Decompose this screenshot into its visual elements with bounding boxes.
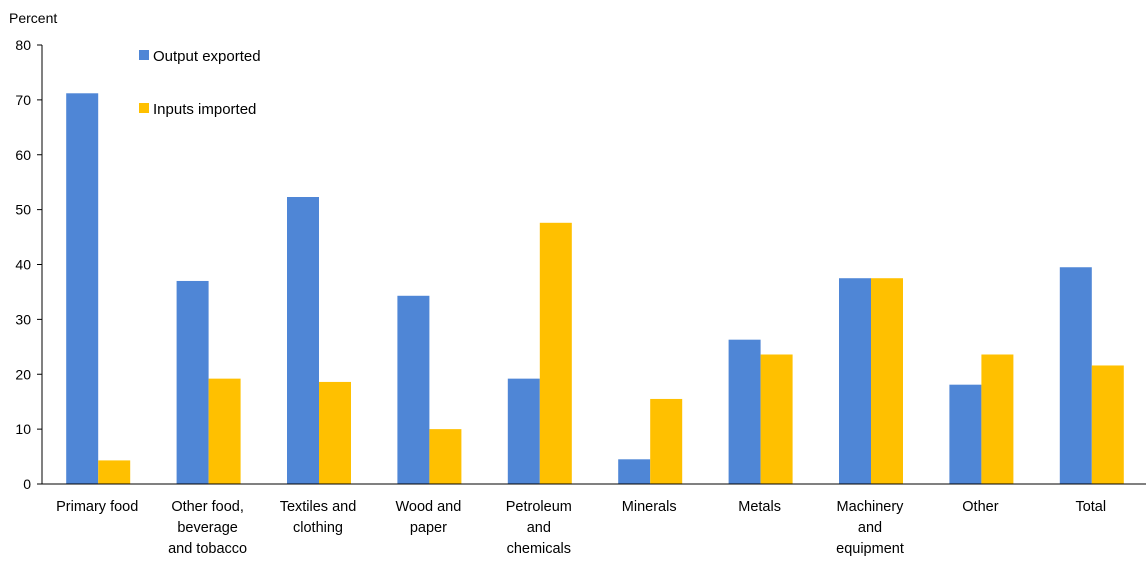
bar-output-exported bbox=[618, 459, 651, 484]
x-tick-label: clothing bbox=[293, 520, 343, 536]
x-tick-label: Machinery bbox=[837, 499, 905, 515]
y-tick-label: 40 bbox=[15, 257, 31, 273]
bar-output-exported bbox=[728, 339, 761, 484]
bar-output-exported bbox=[176, 280, 209, 484]
legend: Output exported Inputs imported bbox=[139, 48, 261, 118]
x-tick-label: and tobacco bbox=[168, 541, 247, 557]
y-tick-label: 10 bbox=[15, 421, 31, 437]
x-tick-label: Textiles and bbox=[280, 499, 357, 515]
bar-inputs-imported bbox=[1091, 365, 1124, 484]
y-tick-label: 50 bbox=[15, 202, 31, 218]
legend-label: Inputs imported bbox=[153, 101, 256, 118]
x-tick-label: Primary food bbox=[56, 499, 138, 515]
bar-inputs-imported bbox=[539, 222, 572, 485]
bar-output-exported bbox=[397, 295, 430, 484]
x-tick-label: beverage bbox=[177, 520, 237, 536]
x-tick-label: Other bbox=[962, 499, 998, 515]
x-tick-label: Metals bbox=[738, 499, 781, 515]
x-tick-label: Other food, bbox=[171, 499, 244, 515]
x-tick-label: Minerals bbox=[622, 499, 677, 515]
x-tick-label: and bbox=[858, 520, 882, 536]
bar-output-exported bbox=[66, 93, 99, 484]
x-tick-label: and bbox=[527, 520, 551, 536]
y-tick-label: 0 bbox=[23, 476, 31, 492]
x-tick-label: chemicals bbox=[507, 541, 571, 557]
y-tick-label: 30 bbox=[15, 311, 31, 327]
bar-inputs-imported bbox=[760, 354, 793, 484]
bar-inputs-imported bbox=[319, 381, 351, 484]
x-tick-label: Wood and bbox=[395, 499, 461, 515]
bar-output-exported bbox=[507, 378, 540, 484]
bar-inputs-imported bbox=[981, 354, 1014, 484]
x-tick-label: Petroleum bbox=[506, 499, 572, 515]
y-tick-label: 80 bbox=[15, 37, 31, 53]
legend-swatch bbox=[139, 103, 149, 113]
legend-swatch bbox=[139, 50, 149, 60]
x-tick-label: paper bbox=[410, 520, 447, 536]
x-axis: Primary food Other food, beverage and tobac… bbox=[42, 483, 1146, 557]
bar-output-exported bbox=[949, 384, 982, 484]
y-axis: 0 10 20 30 40 50 60 70 80 bbox=[15, 37, 43, 492]
bar-inputs-imported bbox=[208, 378, 241, 484]
bar-inputs-imported bbox=[98, 460, 131, 484]
bars bbox=[66, 93, 1124, 485]
y-tick-label: 60 bbox=[15, 147, 31, 163]
legend-label: Output exported bbox=[153, 48, 261, 65]
y-tick-label: 70 bbox=[15, 92, 31, 108]
bar-inputs-imported bbox=[429, 429, 462, 484]
bar-output-exported bbox=[839, 278, 871, 484]
x-tick-label: equipment bbox=[836, 541, 904, 557]
y-axis-title: Percent bbox=[9, 10, 57, 26]
x-tick-label: Total bbox=[1075, 499, 1106, 515]
y-tick-label: 20 bbox=[15, 366, 31, 382]
bar-inputs-imported bbox=[871, 278, 903, 484]
bar-inputs-imported bbox=[650, 398, 683, 484]
bar-output-exported bbox=[287, 197, 319, 484]
bar-output-exported bbox=[1059, 267, 1092, 484]
